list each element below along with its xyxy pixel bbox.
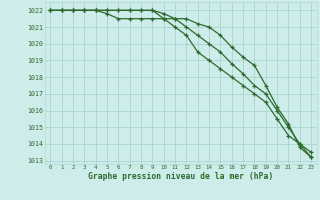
- X-axis label: Graphe pression niveau de la mer (hPa): Graphe pression niveau de la mer (hPa): [88, 172, 273, 181]
